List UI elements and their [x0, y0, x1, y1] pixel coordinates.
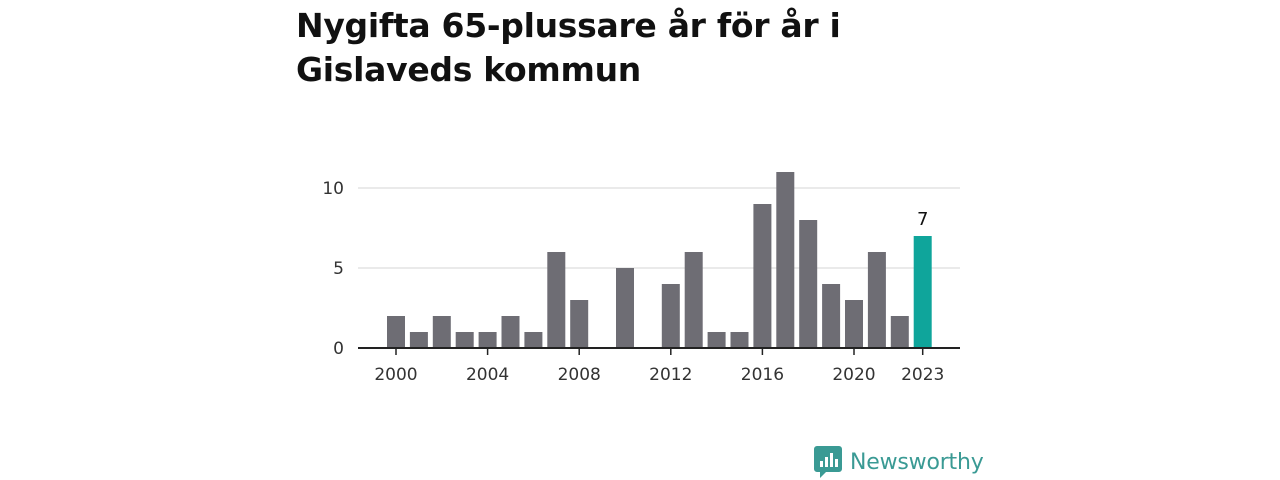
bar-2020 [845, 300, 863, 348]
x-tick-label-2000: 2000 [374, 365, 417, 385]
bar-2023 [913, 236, 932, 348]
bar-2008 [570, 300, 589, 348]
x-tick-label-2020: 2020 [832, 365, 875, 385]
bar-2001 [409, 332, 428, 348]
bar-2014 [707, 332, 726, 348]
y-tick-label-10: 10 [322, 179, 344, 199]
bar-2017 [776, 172, 795, 348]
x-tick-label-2016: 2016 [741, 365, 784, 385]
bars [387, 172, 932, 348]
bar-2000 [387, 316, 405, 348]
y-axis-tick-labels: 0 5 10 [322, 179, 344, 359]
bar-2010 [616, 268, 634, 348]
newsworthy-logo-icon [814, 446, 842, 478]
x-axis [358, 347, 960, 355]
x-tick-label-2004: 2004 [466, 365, 509, 385]
bar-2016 [753, 204, 772, 348]
bar-2021 [867, 252, 886, 348]
bar-2022 [890, 316, 909, 348]
bar-2003 [455, 332, 474, 348]
grid-lines [358, 187, 960, 269]
bar-2012 [661, 284, 680, 348]
bar-2019 [822, 284, 841, 348]
x-tick-label-2008: 2008 [558, 365, 601, 385]
x-axis-tick-labels: 2000 2004 2008 2012 2016 2020 2023 [374, 365, 944, 385]
bar-2002 [432, 316, 451, 348]
bar-2007 [547, 252, 566, 348]
bar-2005 [501, 316, 520, 348]
chart-title: Nygifta 65-plussare år för år i Gislaved… [296, 6, 841, 89]
data-label-2023: 7 [917, 209, 928, 230]
y-tick-label-0: 0 [333, 339, 344, 359]
x-tick-label-2012: 2012 [649, 365, 692, 385]
brand-name: Newsworthy [850, 449, 984, 475]
bar-2006 [524, 332, 543, 348]
y-tick-label-5: 5 [333, 259, 344, 279]
bar-2015 [730, 332, 749, 348]
brand-logo: Newsworthy [814, 446, 984, 478]
data-labels: 7 [917, 209, 928, 230]
bar-2013 [684, 252, 703, 348]
x-tick-label-2023: 2023 [901, 365, 944, 385]
bar-2004 [478, 332, 497, 348]
bar-2018 [799, 220, 818, 348]
